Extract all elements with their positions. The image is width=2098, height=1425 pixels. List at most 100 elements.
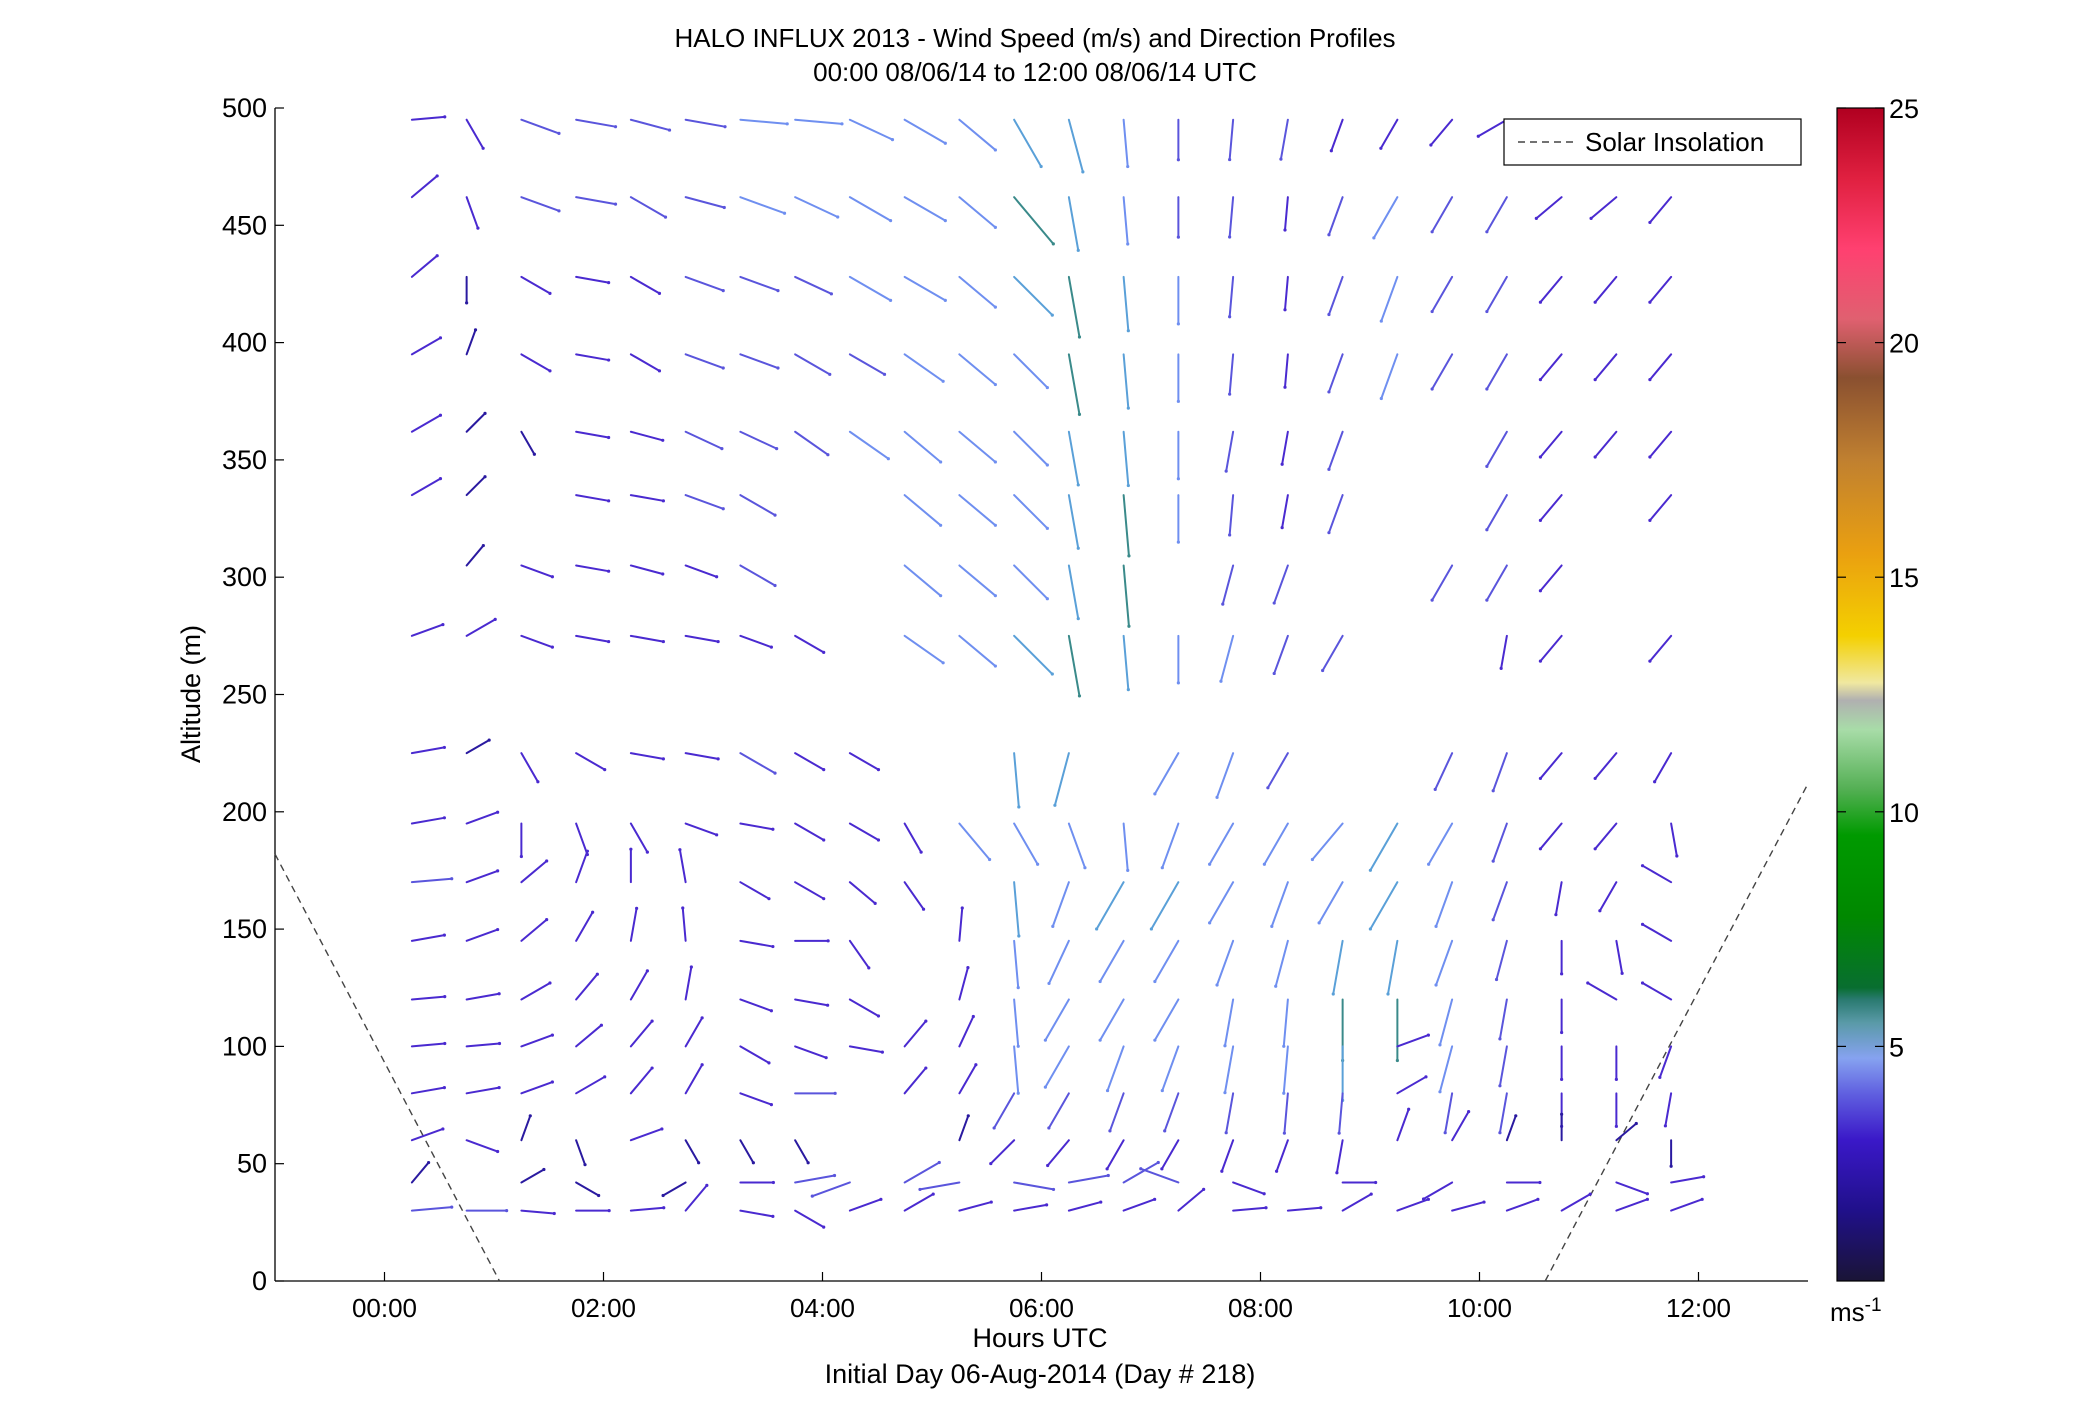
wind-vector <box>1047 1092 1070 1129</box>
wind-vector <box>1013 353 1049 389</box>
wind-vector-head <box>1126 868 1130 872</box>
wind-vector <box>410 336 442 356</box>
wind-vector <box>465 544 485 567</box>
wind-vector-head <box>886 457 890 461</box>
wind-vector-head <box>1220 1169 1224 1173</box>
wind-vector <box>1615 1198 1649 1212</box>
wind-vector <box>1435 939 1454 986</box>
wind-vector-head <box>1099 1200 1103 1204</box>
wind-vector-head <box>1653 780 1657 784</box>
wind-vector <box>903 196 947 222</box>
wind-vector <box>1122 353 1130 410</box>
wind-vector <box>629 969 649 1001</box>
wind-vector-head <box>1538 659 1543 663</box>
wind-vector-head <box>1176 158 1180 162</box>
wind-vector <box>739 1139 755 1164</box>
wind-vector-head <box>442 816 446 820</box>
wind-vector-head <box>591 910 595 914</box>
wind-vector <box>1013 564 1049 600</box>
wind-vector <box>848 118 894 141</box>
wind-vector <box>1554 881 1563 916</box>
wind-vector <box>903 634 945 664</box>
wind-vector-head <box>1648 378 1652 382</box>
wind-vector <box>1338 1092 1344 1135</box>
wind-vector-head <box>607 281 611 285</box>
wind-vector <box>1327 430 1344 471</box>
wind-vector <box>1273 634 1289 675</box>
wind-vector <box>794 822 825 842</box>
wind-vector-head <box>443 995 447 999</box>
wind-vector <box>1270 881 1289 928</box>
wind-vector-head <box>1645 1192 1649 1196</box>
wind-vector-head <box>435 174 439 178</box>
y-axis-label: Altitude (m) <box>176 625 206 763</box>
solar-insolation-lines <box>274 783 1809 1282</box>
wind-vector-head <box>1036 862 1040 866</box>
chart-title: HALO INFLUX 2013 - Wind Speed (m/s) and … <box>674 23 1395 53</box>
wind-vector-head <box>661 438 665 442</box>
wind-vector-head <box>496 810 500 814</box>
wind-vector-head <box>1648 518 1652 522</box>
wind-vector-head <box>1153 792 1157 796</box>
wind-vector <box>410 1161 430 1184</box>
wind-vector <box>629 822 649 854</box>
wind-vector-head <box>1045 1203 1049 1207</box>
wind-vector-head <box>1430 230 1434 234</box>
wind-vector-head <box>1160 1167 1164 1171</box>
wind-vector-head <box>1202 1187 1206 1192</box>
wind-vector <box>1539 822 1563 850</box>
wind-vector-head <box>1498 1037 1502 1041</box>
wind-vector-head <box>481 146 485 150</box>
wind-vector-head <box>721 288 725 293</box>
wind-vector <box>958 966 969 1001</box>
wind-vector <box>520 859 548 884</box>
legend: Solar Insolation <box>1503 118 1802 166</box>
legend-label-solar-insolation: Solar Insolation <box>1585 127 1764 157</box>
wind-vector-head <box>550 1080 554 1084</box>
wind-vector-head <box>613 202 618 206</box>
wind-vector-head <box>700 1063 704 1067</box>
wind-vector-head <box>583 1163 587 1167</box>
wind-vector <box>1431 196 1454 233</box>
wind-vector <box>958 634 997 668</box>
wind-vector <box>1372 196 1399 239</box>
wind-vector-head <box>552 1211 556 1216</box>
wind-vector-head <box>1430 598 1434 602</box>
wind-vector-head <box>1485 598 1489 602</box>
wind-vector <box>1311 822 1344 861</box>
wind-vector-head <box>487 738 491 742</box>
wind-vector <box>1431 564 1454 602</box>
wind-vector-head <box>1438 1043 1442 1047</box>
wind-vector-head <box>1379 396 1383 401</box>
wind-vector-head <box>1215 983 1219 987</box>
wind-vector <box>1648 634 1673 663</box>
wind-vector <box>1283 275 1289 311</box>
wind-vector <box>1013 634 1054 676</box>
wind-vector <box>1435 881 1454 928</box>
wind-vector-head <box>1160 1088 1164 1093</box>
x-tick-label: 06:00 <box>1009 1293 1074 1323</box>
wind-vector <box>681 906 687 942</box>
wind-vector <box>903 1067 927 1095</box>
wind-vector <box>848 1198 882 1212</box>
wind-vector <box>1438 1045 1454 1093</box>
wind-vector-head <box>1648 300 1652 304</box>
wind-vector <box>410 623 444 637</box>
wind-vector <box>520 1114 532 1142</box>
wind-vector-head <box>987 857 992 862</box>
wind-vector-head <box>826 939 830 943</box>
wind-vector-head <box>1126 164 1130 169</box>
wind-vector <box>1641 981 1673 1001</box>
wind-vector <box>575 850 589 884</box>
wind-vector-head <box>1077 335 1082 339</box>
wind-vector-head <box>993 382 997 387</box>
wind-vector <box>1122 634 1130 691</box>
wind-vector-head <box>966 1114 970 1118</box>
y-tick-label: 0 <box>252 1266 267 1296</box>
wind-vector <box>465 412 487 433</box>
wind-vector-head <box>1368 927 1372 931</box>
wind-vector-head <box>497 1085 501 1090</box>
x-axis-ticks: 00:00 02:00 04:00 06:00 08:00 10:00 12:00 <box>352 1272 1731 1323</box>
wind-vector-head <box>1176 477 1180 481</box>
wind-vector <box>1046 1139 1070 1167</box>
